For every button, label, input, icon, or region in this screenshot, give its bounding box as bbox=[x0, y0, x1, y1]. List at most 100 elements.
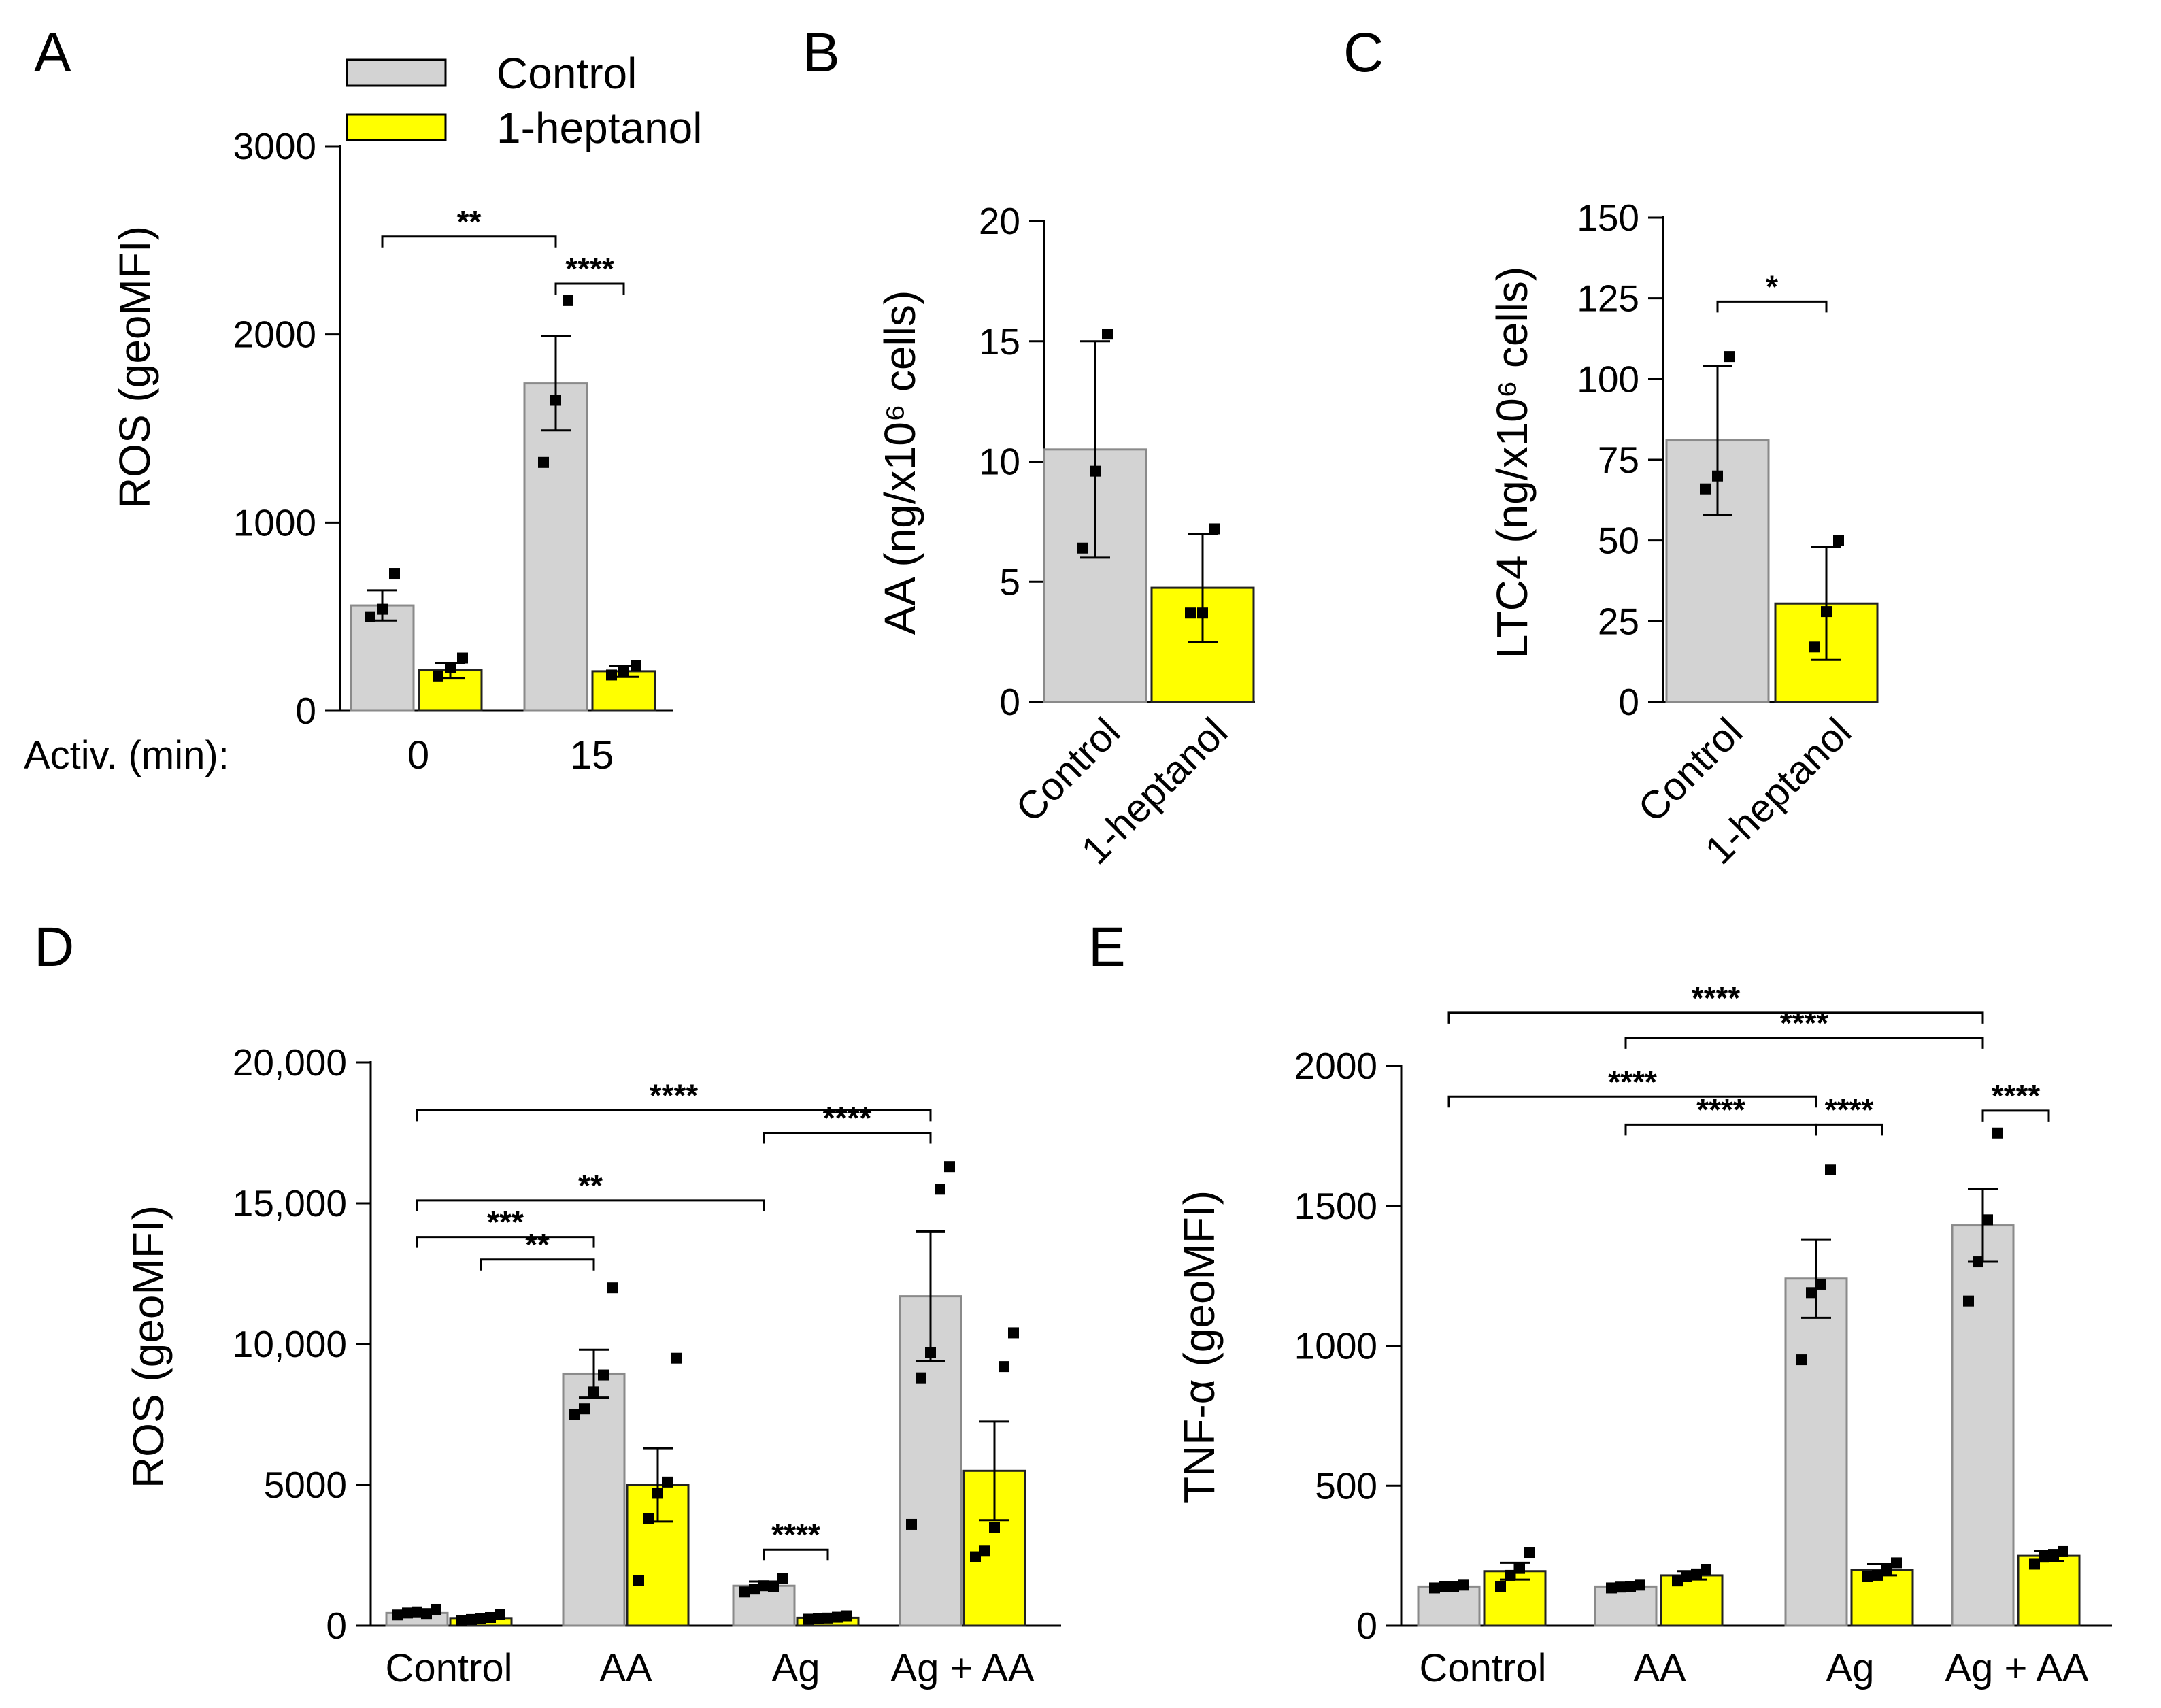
significance-bracket bbox=[763, 1132, 932, 1144]
data-point bbox=[365, 611, 375, 622]
data-point bbox=[1185, 607, 1196, 619]
significance-bracket bbox=[381, 235, 557, 248]
data-point bbox=[377, 603, 388, 615]
significance-label: **** bbox=[650, 1077, 699, 1113]
x-axis-prefix: Activ. (min): bbox=[24, 733, 229, 777]
data-point bbox=[749, 1584, 760, 1595]
x-category-label: 0 bbox=[407, 733, 429, 777]
y-tick-label: 50 bbox=[1598, 520, 1639, 562]
data-point bbox=[569, 1409, 580, 1420]
data-point bbox=[1681, 1571, 1692, 1582]
significance-bracket bbox=[1624, 1037, 1984, 1049]
y-tick-label: 15 bbox=[979, 320, 1020, 363]
data-point bbox=[1439, 1581, 1450, 1592]
panel-letter-e: E bbox=[1088, 916, 1126, 978]
data-point bbox=[925, 1347, 936, 1358]
y-tick-label: 1000 bbox=[233, 501, 316, 543]
significance-bracket bbox=[1815, 1123, 1883, 1136]
data-point bbox=[1881, 1564, 1892, 1575]
y-tick-label: 20 bbox=[979, 200, 1020, 242]
significance-label: ** bbox=[457, 204, 482, 239]
bar bbox=[350, 604, 415, 712]
significance-label: *** bbox=[487, 1205, 524, 1240]
data-point bbox=[1815, 1278, 1826, 1290]
significance-bracket bbox=[416, 1109, 932, 1122]
y-tick-label: 0 bbox=[1356, 1605, 1377, 1647]
data-point bbox=[813, 1613, 824, 1624]
bar bbox=[1594, 1585, 1658, 1627]
data-point bbox=[598, 1369, 609, 1381]
y-tick-label: 500 bbox=[1315, 1464, 1377, 1507]
y-tick-label: 0 bbox=[326, 1605, 347, 1647]
significance-bracket bbox=[416, 1199, 765, 1211]
significance-label: **** bbox=[1608, 1064, 1657, 1099]
y-tick-label: 0 bbox=[1618, 681, 1639, 723]
significance-bracket bbox=[1716, 300, 1828, 313]
y-tick-label: 2000 bbox=[1294, 1045, 1377, 1087]
significance-label: **** bbox=[565, 251, 614, 286]
significance-label: **** bbox=[771, 1517, 820, 1552]
y-tick-label: 5 bbox=[999, 560, 1020, 603]
y-axis-label: AA (ng/x10⁶ cells) bbox=[875, 290, 924, 635]
data-point bbox=[607, 1282, 618, 1294]
data-point bbox=[662, 1476, 673, 1488]
data-point bbox=[970, 1551, 981, 1562]
y-tick-label: 15,000 bbox=[233, 1182, 347, 1224]
data-point bbox=[392, 1609, 403, 1621]
significance-label: **** bbox=[1780, 1005, 1829, 1041]
data-point bbox=[1796, 1354, 1807, 1366]
data-point bbox=[1102, 329, 1113, 340]
x-category-label: Ag + AA bbox=[1945, 1646, 2089, 1690]
data-point bbox=[916, 1372, 926, 1384]
data-point bbox=[1606, 1582, 1617, 1594]
bar bbox=[1660, 1574, 1724, 1627]
data-point bbox=[412, 1606, 422, 1618]
legend-swatch-control bbox=[346, 58, 447, 87]
y-tick-label: 75 bbox=[1598, 439, 1639, 481]
data-point bbox=[768, 1581, 779, 1592]
x-category-label: AA bbox=[599, 1646, 652, 1690]
data-point bbox=[475, 1613, 486, 1624]
data-point bbox=[1672, 1575, 1683, 1587]
x-category-label: Ag bbox=[772, 1646, 820, 1690]
data-point bbox=[832, 1611, 843, 1623]
bar bbox=[1784, 1277, 1848, 1627]
y-tick-label: 3000 bbox=[233, 125, 316, 167]
data-point bbox=[979, 1545, 990, 1557]
data-point bbox=[563, 295, 573, 306]
data-point bbox=[1008, 1327, 1019, 1339]
y-tick-label: 100 bbox=[1577, 358, 1639, 400]
data-point bbox=[1429, 1582, 1440, 1594]
data-point bbox=[1872, 1569, 1883, 1581]
data-point bbox=[758, 1580, 769, 1592]
data-point bbox=[671, 1352, 682, 1364]
significance-label: ** bbox=[578, 1168, 603, 1203]
data-point bbox=[2058, 1545, 2068, 1557]
panel-letter-c: C bbox=[1343, 22, 1384, 84]
significance-bracket bbox=[1981, 1109, 2050, 1122]
y-tick-label: 5000 bbox=[264, 1464, 347, 1506]
legend-swatch-heptanol bbox=[346, 113, 447, 141]
data-point bbox=[606, 669, 617, 681]
data-point bbox=[466, 1613, 477, 1625]
data-point bbox=[1992, 1127, 2003, 1139]
chart-panel-e: 0 500 1000 1500 2000 TNF-α (geoMFI) E **** **** *… bbox=[1088, 916, 2112, 1690]
y-tick-label: 20,000 bbox=[233, 1041, 347, 1084]
y-tick-label: 0 bbox=[999, 681, 1020, 723]
significance-label: **** bbox=[1825, 1092, 1874, 1127]
significance-label: **** bbox=[823, 1101, 872, 1136]
y-axis-label: LTC4 (ng/x10⁶ cells) bbox=[1488, 267, 1537, 658]
x-category-label: Ag bbox=[1826, 1646, 1875, 1690]
y-tick-label: 1000 bbox=[1294, 1325, 1377, 1367]
data-point bbox=[841, 1610, 852, 1622]
data-point bbox=[433, 670, 443, 682]
panel-letter-a: A bbox=[34, 22, 71, 84]
y-tick-label: 1500 bbox=[1294, 1185, 1377, 1227]
x-category-label: Control bbox=[1420, 1646, 1547, 1690]
y-tick-label: 125 bbox=[1577, 278, 1639, 320]
x-category-label: 15 bbox=[570, 733, 614, 777]
data-point bbox=[1209, 523, 1220, 535]
bar bbox=[2017, 1554, 2081, 1627]
x-category-label: AA bbox=[1633, 1646, 1686, 1690]
